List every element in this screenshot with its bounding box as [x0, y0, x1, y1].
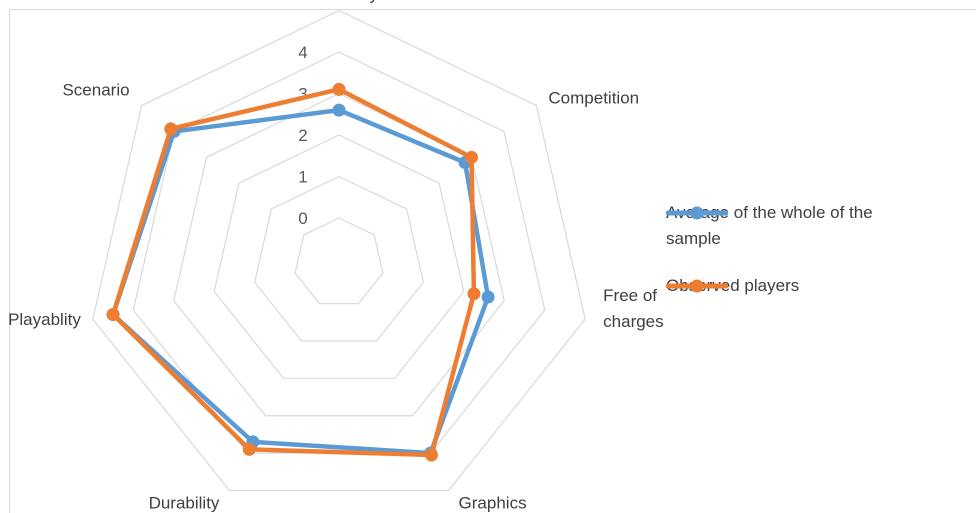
- grid-ring-2: [213, 134, 465, 379]
- category-label-2-line-1: charges: [603, 312, 663, 331]
- axis-tick-label-3: 3: [298, 85, 307, 104]
- series-1-point-5: [106, 308, 120, 322]
- legend-swatch-observed: [666, 279, 728, 293]
- category-label-0: Community: [292, 0, 378, 4]
- legend-swatch-average: [666, 206, 728, 220]
- legend-label-average: Average of the whole of the sample: [666, 203, 873, 248]
- category-label-1: Competition: [548, 89, 639, 108]
- category-label-6: Scenario: [62, 81, 129, 100]
- grid-ring-1: [254, 175, 424, 342]
- category-label-3: Graphics: [459, 493, 527, 512]
- series-0-point-0: [332, 103, 346, 117]
- series-1-point-0: [332, 82, 346, 96]
- series-1-point-3: [424, 448, 438, 462]
- series-1-point-2: [467, 287, 481, 301]
- axis-tick-label-1: 1: [298, 168, 307, 187]
- series-line-1: [110, 87, 477, 458]
- category-label-5: Playablity: [8, 310, 81, 329]
- grid-ring-0: [294, 217, 384, 305]
- legend-item-average[interactable]: Average of the whole of the sample: [666, 200, 916, 252]
- series-1-point-1: [465, 150, 479, 164]
- category-label-2-line-0: Free of: [603, 286, 657, 305]
- legend-item-observed[interactable]: Observed players: [666, 273, 916, 299]
- series-1-point-6: [164, 122, 178, 136]
- grid-ring-3: [173, 92, 505, 417]
- series-line-0: [110, 107, 491, 456]
- chart-frame: [9, 9, 976, 513]
- grid-ring-5: [92, 9, 586, 492]
- category-label-4: Durability: [149, 493, 220, 512]
- series-0-point-2: [481, 290, 495, 304]
- axis-tick-label-0: 0: [298, 209, 307, 228]
- axis-tick-label-2: 2: [298, 126, 307, 145]
- axis-tick-label-4: 4: [298, 43, 307, 62]
- series-1-point-4: [242, 442, 256, 456]
